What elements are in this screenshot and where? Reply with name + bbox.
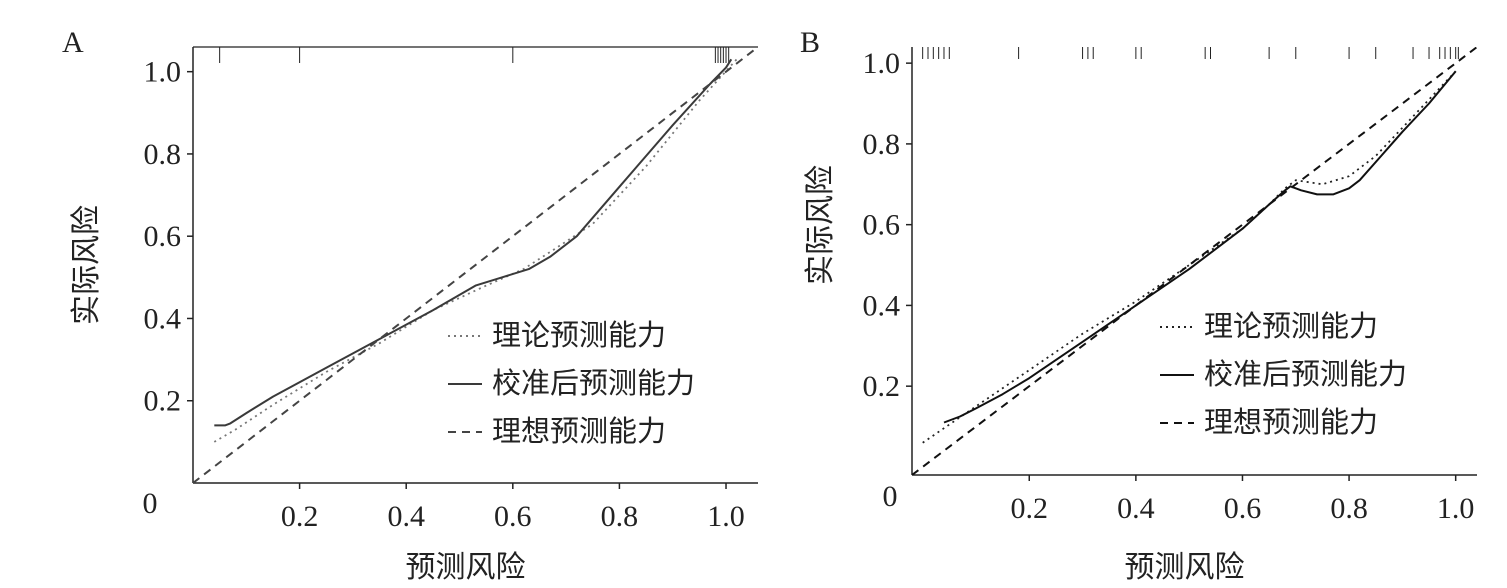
origin-label: 0 (883, 480, 898, 513)
y-tick-label: 0.8 (144, 138, 182, 171)
x-tick-label: 0.2 (281, 500, 319, 533)
x-tick-label: 0.2 (1011, 492, 1049, 525)
panel-label: B (800, 26, 820, 59)
chart-panel-a: A 0 0.2 0.4 0.6 0.8 1.0 0.2 0.4 0.6 0.8 1.0 预测风险 实际风险… (62, 26, 758, 585)
x-axis-title: 预测风险 (406, 550, 526, 585)
legend-label: 校准后预测能力 (1204, 357, 1407, 391)
y-tick-label: 0.6 (863, 209, 901, 242)
origin-label: 0 (143, 487, 158, 520)
legend-label: 理论预测能力 (1204, 309, 1378, 343)
series-line (943, 70, 1457, 424)
y-axis-title: 实际风险 (803, 165, 838, 285)
x-tick-label: 1.0 (1437, 492, 1475, 525)
y-tick-label: 0.4 (863, 289, 901, 322)
series-line (214, 58, 733, 427)
x-tick-label: 0.4 (387, 500, 425, 533)
x-tick-label: 0.8 (601, 500, 639, 533)
series-line (213, 58, 738, 443)
x-tick-label: 0.4 (1117, 492, 1155, 525)
y-tick-label: 0.6 (144, 220, 182, 253)
y-tick-label: 0.2 (144, 385, 182, 418)
legend-label: 理想预测能力 (1204, 405, 1378, 439)
series-line (912, 47, 1477, 475)
x-axis-title: 预测风险 (1125, 550, 1245, 585)
panel-label: A (62, 26, 84, 59)
legend-label: 理想预测能力 (492, 414, 666, 448)
series-line (193, 47, 758, 483)
x-tick-label: 0.6 (494, 500, 532, 533)
y-tick-label: 1.0 (863, 47, 901, 80)
y-tick-label: 0.8 (863, 128, 901, 161)
x-tick-label: 1.0 (707, 500, 745, 533)
x-tick-label: 0.6 (1224, 492, 1262, 525)
legend-label: 理论预测能力 (492, 318, 666, 352)
y-axis-title: 实际风险 (69, 205, 104, 325)
y-tick-label: 1.0 (144, 56, 182, 89)
x-tick-label: 0.8 (1330, 492, 1368, 525)
y-tick-label: 0.4 (144, 302, 182, 335)
y-tick-label: 0.2 (863, 370, 901, 403)
legend-label: 校准后预测能力 (492, 366, 695, 400)
chart-panel-b: B 0 0.2 0.4 0.6 0.8 1.0 0.2 0.4 0.6 0.8 1.0 预测风险 实际风险… (800, 26, 1477, 585)
